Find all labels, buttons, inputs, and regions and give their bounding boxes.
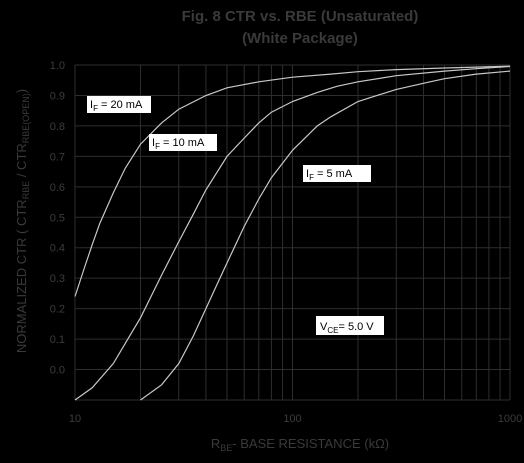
series-label-box <box>87 96 151 113</box>
y-tick-label: 0.0 <box>50 365 65 377</box>
y-tick-label: 0.6 <box>50 182 65 194</box>
series-label-text: IF = 10 mA <box>152 137 205 151</box>
y-tick-label: 0.8 <box>50 121 65 133</box>
series-labels: IF = 20 mA IF = 10 mA IF = 5 mA <box>87 96 371 182</box>
series-label-text: IF = 20 mA <box>90 99 143 113</box>
x-tick-label: 10 <box>69 413 81 425</box>
series-label-1: IF = 20 mA <box>87 96 151 113</box>
y-tick-label: 1.0 <box>50 60 65 72</box>
tick-labels: 0.0 0.1 0.2 0.3 0.4 0.5 0.6 0.7 0.8 0.9 1.0 10 100 10… <box>50 60 523 425</box>
y-tick-label: 0.3 <box>50 273 65 285</box>
series-label-box <box>303 165 371 182</box>
vce-annotation: VCE= 5.0 V <box>316 316 384 335</box>
series-label-3: IF = 5 mA <box>303 165 371 182</box>
series-line-1 <box>74 65 511 297</box>
chart-subtitle: (White Package) <box>242 30 358 47</box>
x-tick-label: 100 <box>283 413 301 425</box>
chart-title: Fig. 8 CTR vs. RBE (Unsaturated) <box>182 8 419 25</box>
x-axis-label: RBE- BASE RESISTANCE (kΩ) <box>211 436 389 453</box>
series-label-2: IF = 10 mA <box>149 134 217 151</box>
vce-annotation-box <box>316 316 384 335</box>
y-tick-label: 0.5 <box>50 212 65 224</box>
series-line-2 <box>74 65 511 401</box>
series-label-box <box>149 134 217 151</box>
y-tick-label: 0.7 <box>50 151 65 163</box>
x-tick-label: 1000 <box>498 413 522 425</box>
y-tick-label: 0.9 <box>50 90 65 102</box>
y-axis-label: NORMALIZED CTR ( CTRRBE / CTRRBE(OPEN)) <box>14 89 31 353</box>
series-label-text: IF = 5 mA <box>306 168 353 182</box>
vce-annotation-text: VCE= 5.0 V <box>320 321 374 335</box>
series-curves <box>74 65 511 401</box>
y-tick-label: 0.2 <box>50 304 65 316</box>
series-line-3 <box>140 70 511 401</box>
grid-lines <box>74 64 511 401</box>
y-tick-label: 0.1 <box>50 334 65 346</box>
y-tick-label: 0.4 <box>50 243 65 255</box>
